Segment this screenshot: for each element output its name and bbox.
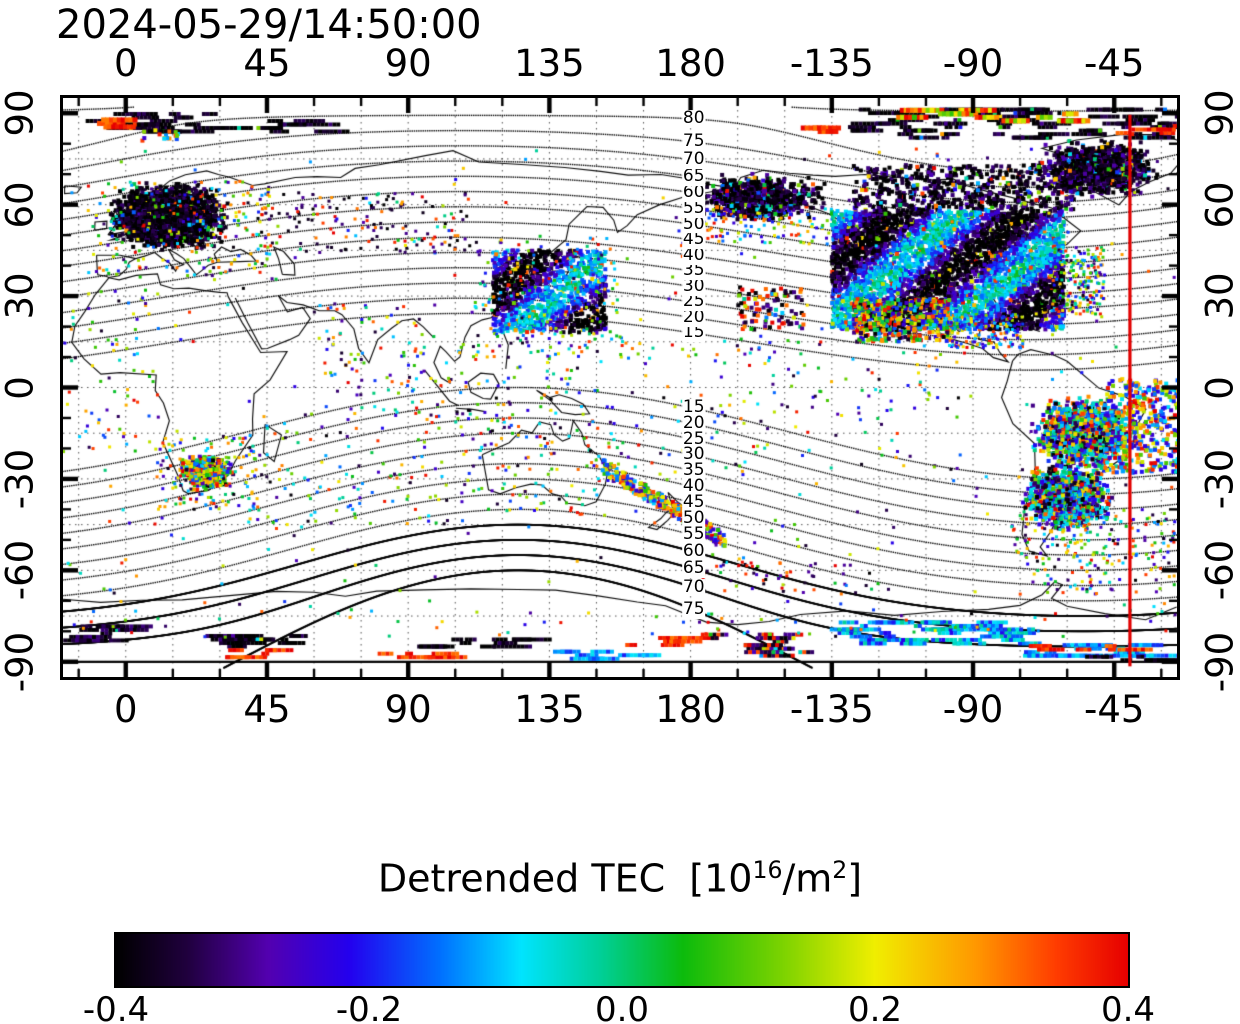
lon-tick-label: 135 <box>514 42 585 85</box>
colorbar-title-exponent: 2 <box>832 856 848 884</box>
contour-label: 50 <box>681 508 706 529</box>
contour-label: 35 <box>681 260 706 281</box>
contour-label: 40 <box>681 244 706 265</box>
lat-tick-label: -90 <box>0 631 42 692</box>
colorbar-title-exponent: 16 <box>752 856 783 884</box>
contour-label: 55 <box>681 524 706 545</box>
lat-tick-label: 90 <box>1198 89 1240 137</box>
lat-tick-label: -90 <box>1198 631 1240 692</box>
lon-tick-label: 90 <box>384 688 432 731</box>
contour-label: 15 <box>681 322 706 343</box>
lat-tick-label: 90 <box>0 89 42 137</box>
lon-tick-label: -45 <box>1084 688 1145 731</box>
lon-tick-label: -135 <box>789 42 874 85</box>
lon-tick-label: -135 <box>789 688 874 731</box>
lat-tick-label: 30 <box>0 272 42 320</box>
contour-label: 75 <box>681 598 706 619</box>
map-frame: 15 20 25 30 35 40 45 50 55 60 65 70 75 80 15 20 25 30 35 40… <box>60 95 1180 680</box>
contour-label: 30 <box>681 444 706 465</box>
timestamp-title: 2024-05-29/14:50:00 <box>56 2 482 48</box>
lat-tick-label: 60 <box>1198 181 1240 229</box>
lat-tick-label: 60 <box>0 181 42 229</box>
lat-tick-label: 30 <box>1198 272 1240 320</box>
contour-label: 45 <box>681 491 706 512</box>
colorbar-title-text: Detrended TEC [10 <box>377 856 753 901</box>
lon-tick-label: 180 <box>655 688 726 731</box>
lat-tick-label: -30 <box>0 448 42 510</box>
contour-label: 60 <box>681 181 706 202</box>
lon-tick-label: 0 <box>113 688 138 731</box>
contour-label: 70 <box>681 149 706 170</box>
lon-tick-label: 90 <box>384 42 432 85</box>
lon-tick-label: -90 <box>942 688 1004 731</box>
colorbar-title-text: ] <box>847 856 863 901</box>
colorbar-gradient <box>114 932 1130 988</box>
lon-tick-label: 180 <box>655 42 726 85</box>
colorbar-tick-label: -0.4 <box>82 990 150 1024</box>
contour-label: 15 <box>681 397 706 418</box>
contour-label: 20 <box>681 413 706 434</box>
tec-map-canvas <box>63 98 1177 677</box>
contour-label: 30 <box>681 275 706 296</box>
contour-label: 50 <box>681 213 706 234</box>
contour-label: 45 <box>681 229 706 250</box>
contour-label: 65 <box>681 558 706 579</box>
lat-tick-label: 0 <box>0 375 42 400</box>
contour-label: 55 <box>681 197 706 218</box>
contour-label: 75 <box>681 131 706 152</box>
lon-tick-label: 135 <box>514 688 585 731</box>
contour-label: 35 <box>681 460 706 481</box>
contour-label: 70 <box>681 576 706 597</box>
contour-label: 65 <box>681 165 706 186</box>
colorbar-tick-label: 0.0 <box>594 990 650 1024</box>
contour-label: 20 <box>681 306 706 327</box>
contour-label: 80 <box>681 108 706 129</box>
lat-tick-label: -30 <box>1198 448 1240 510</box>
lat-tick-label: -60 <box>0 540 42 601</box>
contour-label: 25 <box>681 291 706 312</box>
contour-label: 60 <box>681 540 706 561</box>
lat-tick-label: 0 <box>1198 375 1240 400</box>
lon-tick-label: -45 <box>1084 42 1145 85</box>
colorbar-tick-label: -0.2 <box>335 990 403 1024</box>
lon-tick-label: 45 <box>243 688 291 731</box>
colorbar-tick-label: 0.2 <box>847 990 903 1024</box>
lat-tick-label: -60 <box>1198 540 1240 601</box>
lon-tick-label: 45 <box>243 42 291 85</box>
colorbar-title-text: /m <box>782 856 833 901</box>
contour-label: 40 <box>681 476 706 497</box>
lon-tick-label: 0 <box>113 42 138 85</box>
lon-tick-label: -90 <box>942 42 1004 85</box>
colorbar-title: Detrended TEC [1016/m2] <box>0 856 1240 901</box>
colorbar-tick-label: 0.4 <box>1100 990 1156 1024</box>
contour-label: 25 <box>681 428 706 449</box>
